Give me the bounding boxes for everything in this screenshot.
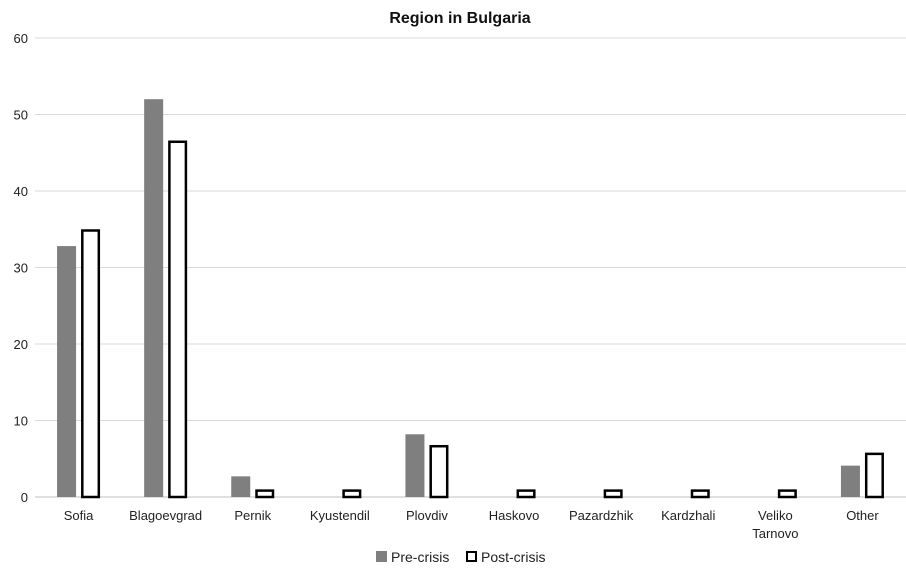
y-tick-label: 40 [14,184,28,199]
bar-post-crisis [81,229,101,499]
chart-title: Region in Bulgaria [389,10,530,27]
y-axis-ticks: 0 10 20 30 40 50 60 [14,31,28,505]
y-tick-label: 30 [14,261,28,276]
bar-post-crisis [690,489,710,499]
y-tick-label: 60 [14,31,28,46]
x-axis-ticks: Sofia Blagoevgrad Pernik Kyustendil Plovdiv H… [64,508,880,541]
x-tick-label: Other [846,508,879,523]
x-tick-label: Pazardzhik [569,508,634,523]
x-tick-label: Sofia [64,508,94,523]
legend-label: Pre-crisis [391,549,449,565]
legend: Pre-crisis Post-crisis [376,549,546,565]
bar-post-crisis [255,489,275,499]
bar-pre-crisis [144,99,164,497]
bar-post-crisis [603,489,623,499]
bar-post-crisis [777,489,797,499]
bar-pre-crisis [840,465,860,497]
bar-post-crisis [168,140,188,499]
x-tick-label: Kardzhali [661,508,715,523]
y-tick-label: 10 [14,414,28,429]
x-tick-label: Tarnovo [752,526,798,541]
bar-post-crisis [429,444,449,499]
y-tick-label: 50 [14,108,28,123]
y-tick-label: 20 [14,337,28,352]
legend-swatch [466,551,477,562]
x-tick-label: Plovdiv [406,508,448,523]
y-tick-label: 0 [21,490,28,505]
x-tick-label: Blagoevgrad [129,508,202,523]
legend-label: Post-crisis [481,549,546,565]
bars [57,99,884,499]
bar-pre-crisis [405,434,425,497]
x-tick-label: Veliko [758,508,793,523]
x-tick-label: Pernik [234,508,271,523]
bar-post-crisis [864,452,884,499]
bar-post-crisis [516,489,536,499]
x-tick-label: Haskovo [489,508,540,523]
bar-pre-crisis [57,246,77,497]
gridlines [35,37,906,498]
bar-pre-crisis [231,476,251,497]
bar-post-crisis [342,489,362,499]
legend-swatch [376,551,387,562]
x-tick-label: Kyustendil [310,508,370,523]
